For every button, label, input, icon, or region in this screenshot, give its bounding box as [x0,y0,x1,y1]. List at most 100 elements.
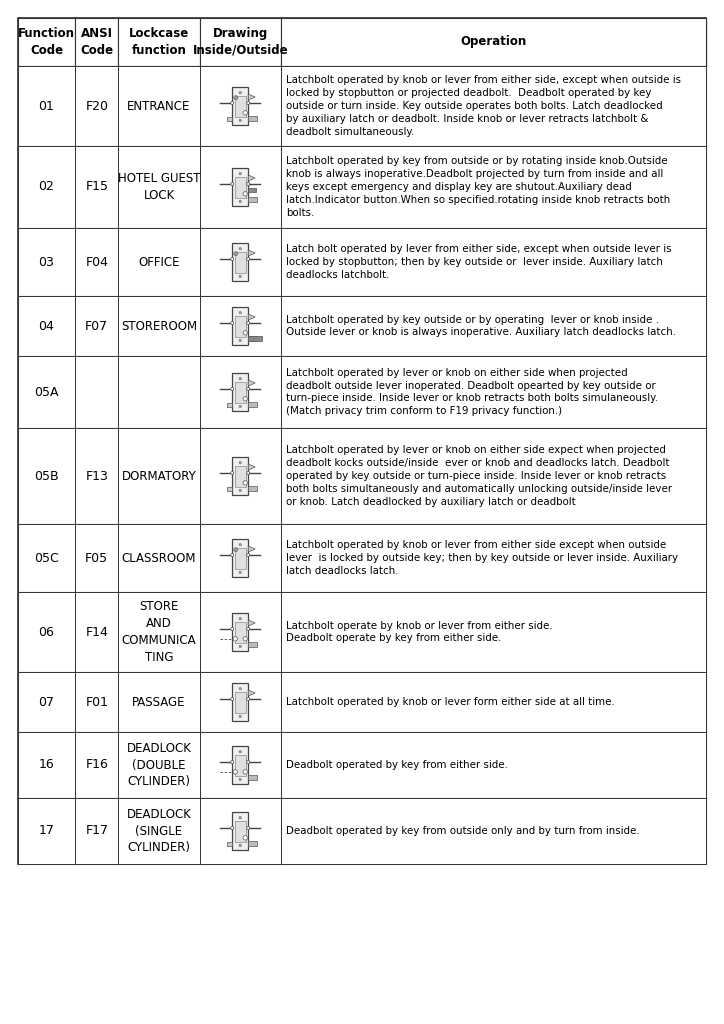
Bar [75,524,119,592]
Circle shape [247,471,250,474]
Bar [281,524,706,592]
Text: F15: F15 [85,180,109,194]
Circle shape [247,826,250,829]
Circle shape [239,645,241,647]
Text: CLASSROOM: CLASSROOM [122,552,196,564]
Bar [75,356,119,428]
Bar [200,18,281,66]
Circle shape [239,844,241,847]
Bar [281,228,706,296]
Text: Drawing
Inside/Outside: Drawing Inside/Outside [193,28,288,56]
Text: ANSI
Code: ANSI Code [80,28,114,56]
Text: F05: F05 [85,552,109,564]
Bar [18,672,75,732]
Bar [18,296,75,356]
Bar [75,66,119,146]
Bar [232,87,248,125]
Bar [119,524,200,592]
Circle shape [239,816,241,819]
Circle shape [231,182,234,185]
Bar [75,732,119,798]
Bar [18,228,75,296]
Circle shape [247,628,250,631]
Circle shape [243,770,248,774]
Text: F01: F01 [85,695,109,709]
Circle shape [234,252,237,256]
Polygon shape [248,464,256,470]
Text: 06: 06 [38,626,54,639]
Bar [248,486,257,490]
Bar [281,66,706,146]
Circle shape [239,248,241,250]
Circle shape [247,182,250,185]
Bar [75,18,119,66]
Circle shape [231,322,234,325]
Circle shape [247,101,250,104]
Circle shape [239,311,241,314]
Bar [232,812,248,850]
Bar [18,356,706,428]
Bar [18,798,75,864]
Bar [18,672,706,732]
Bar [227,118,232,121]
Bar [200,66,281,146]
Bar [232,243,248,281]
Bar [235,692,245,713]
Bar [281,146,706,228]
Circle shape [239,91,241,94]
Polygon shape [248,314,256,319]
Text: OFFICE: OFFICE [138,256,180,268]
Circle shape [239,571,241,573]
Bar [200,672,281,732]
Bar [18,18,706,864]
Bar [18,592,75,672]
Polygon shape [248,690,256,696]
Circle shape [231,826,234,829]
Text: Function
Code: Function Code [18,28,75,56]
Text: 04: 04 [38,319,54,333]
Text: Lockcase
function: Lockcase function [129,28,189,56]
Circle shape [239,172,241,175]
Bar [75,146,119,228]
Bar [248,187,256,191]
Circle shape [243,191,248,196]
Bar [18,732,75,798]
Bar [18,524,706,592]
Text: Deadbolt operated by key from either side.: Deadbolt operated by key from either sid… [286,760,508,770]
Circle shape [234,548,237,552]
Bar [75,798,119,864]
Bar [281,18,706,66]
Text: Latch bolt operated by lever from either side, except when outside lever is
lock: Latch bolt operated by lever from either… [286,244,671,280]
Text: F20: F20 [85,99,109,113]
Bar [119,592,200,672]
Circle shape [239,339,241,342]
Circle shape [233,637,237,641]
Bar [248,642,257,647]
Circle shape [234,95,237,99]
Text: PASSAGE: PASSAGE [132,695,186,709]
Text: HOTEL GUEST
LOCK: HOTEL GUEST LOCK [118,172,201,202]
Bar [18,296,706,356]
Bar [18,798,706,864]
Bar [75,672,119,732]
Text: 03: 03 [38,256,54,268]
Bar [232,746,248,784]
Text: F04: F04 [85,256,109,268]
Bar [200,798,281,864]
Bar [248,402,257,407]
Text: Latchbolt operated by knob or lever from either side except when outside
lever  : Latchbolt operated by knob or lever from… [286,541,678,575]
Bar [75,228,119,296]
Text: DEADLOCK
(SINGLE
CYLINDER): DEADLOCK (SINGLE CYLINDER) [127,808,191,854]
Circle shape [239,617,241,620]
Bar [232,613,248,651]
Bar [281,592,706,672]
Circle shape [233,770,237,774]
Circle shape [243,396,248,401]
Circle shape [239,406,241,408]
Polygon shape [248,250,256,256]
Bar [18,66,75,146]
Bar [200,356,281,428]
Bar [248,336,257,341]
Bar [18,428,75,524]
Text: 16: 16 [38,759,54,771]
